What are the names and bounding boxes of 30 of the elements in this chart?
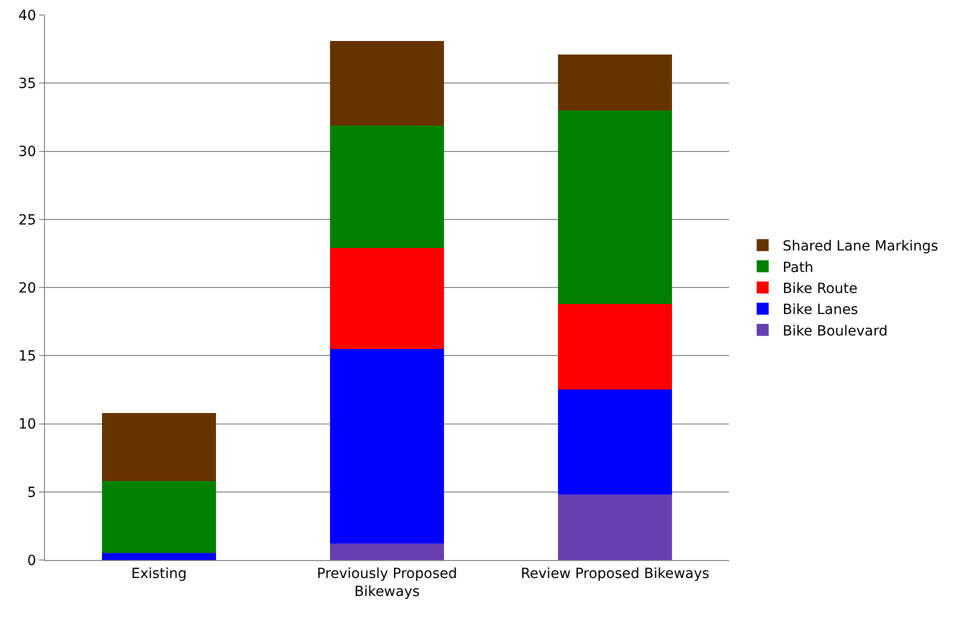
- bar: [558, 304, 672, 390]
- legend-label: Bike Route: [782, 280, 858, 297]
- x-tick-label: Existing: [131, 566, 187, 582]
- y-tick-label: 35: [18, 76, 36, 92]
- y-tick-label: 10: [18, 416, 36, 433]
- bar: [330, 348, 444, 544]
- y-tick-label: 25: [18, 212, 36, 228]
- legend-label: Path: [782, 260, 814, 276]
- bar: [102, 412, 216, 481]
- x-tick-label: Review Proposed Bikeways: [520, 566, 710, 582]
- bar: [330, 40, 444, 126]
- bar: [102, 553, 216, 560]
- legend-label: Bike Boulevard: [782, 323, 888, 340]
- y-tick-label: 15: [18, 348, 36, 365]
- bar: [558, 54, 672, 110]
- y-tick-label: 0: [27, 552, 36, 569]
- y-tick-label: 5: [27, 484, 36, 501]
- bar: [330, 544, 444, 560]
- y-tick-label: 40: [18, 8, 36, 24]
- bar: [558, 390, 672, 495]
- bar: [330, 125, 444, 248]
- legend-label: Bike Lanes: [782, 302, 858, 318]
- bar: [330, 248, 444, 349]
- bar: [558, 110, 672, 304]
- y-tick-label: 30: [18, 144, 36, 160]
- bar: [102, 480, 216, 554]
- y-tick-label: 20: [18, 280, 36, 296]
- x-tick-label: Previously Proposed Bikeways: [316, 566, 458, 600]
- bar: [558, 494, 672, 560]
- legend-label: Shared Lane Markings: [782, 238, 938, 255]
